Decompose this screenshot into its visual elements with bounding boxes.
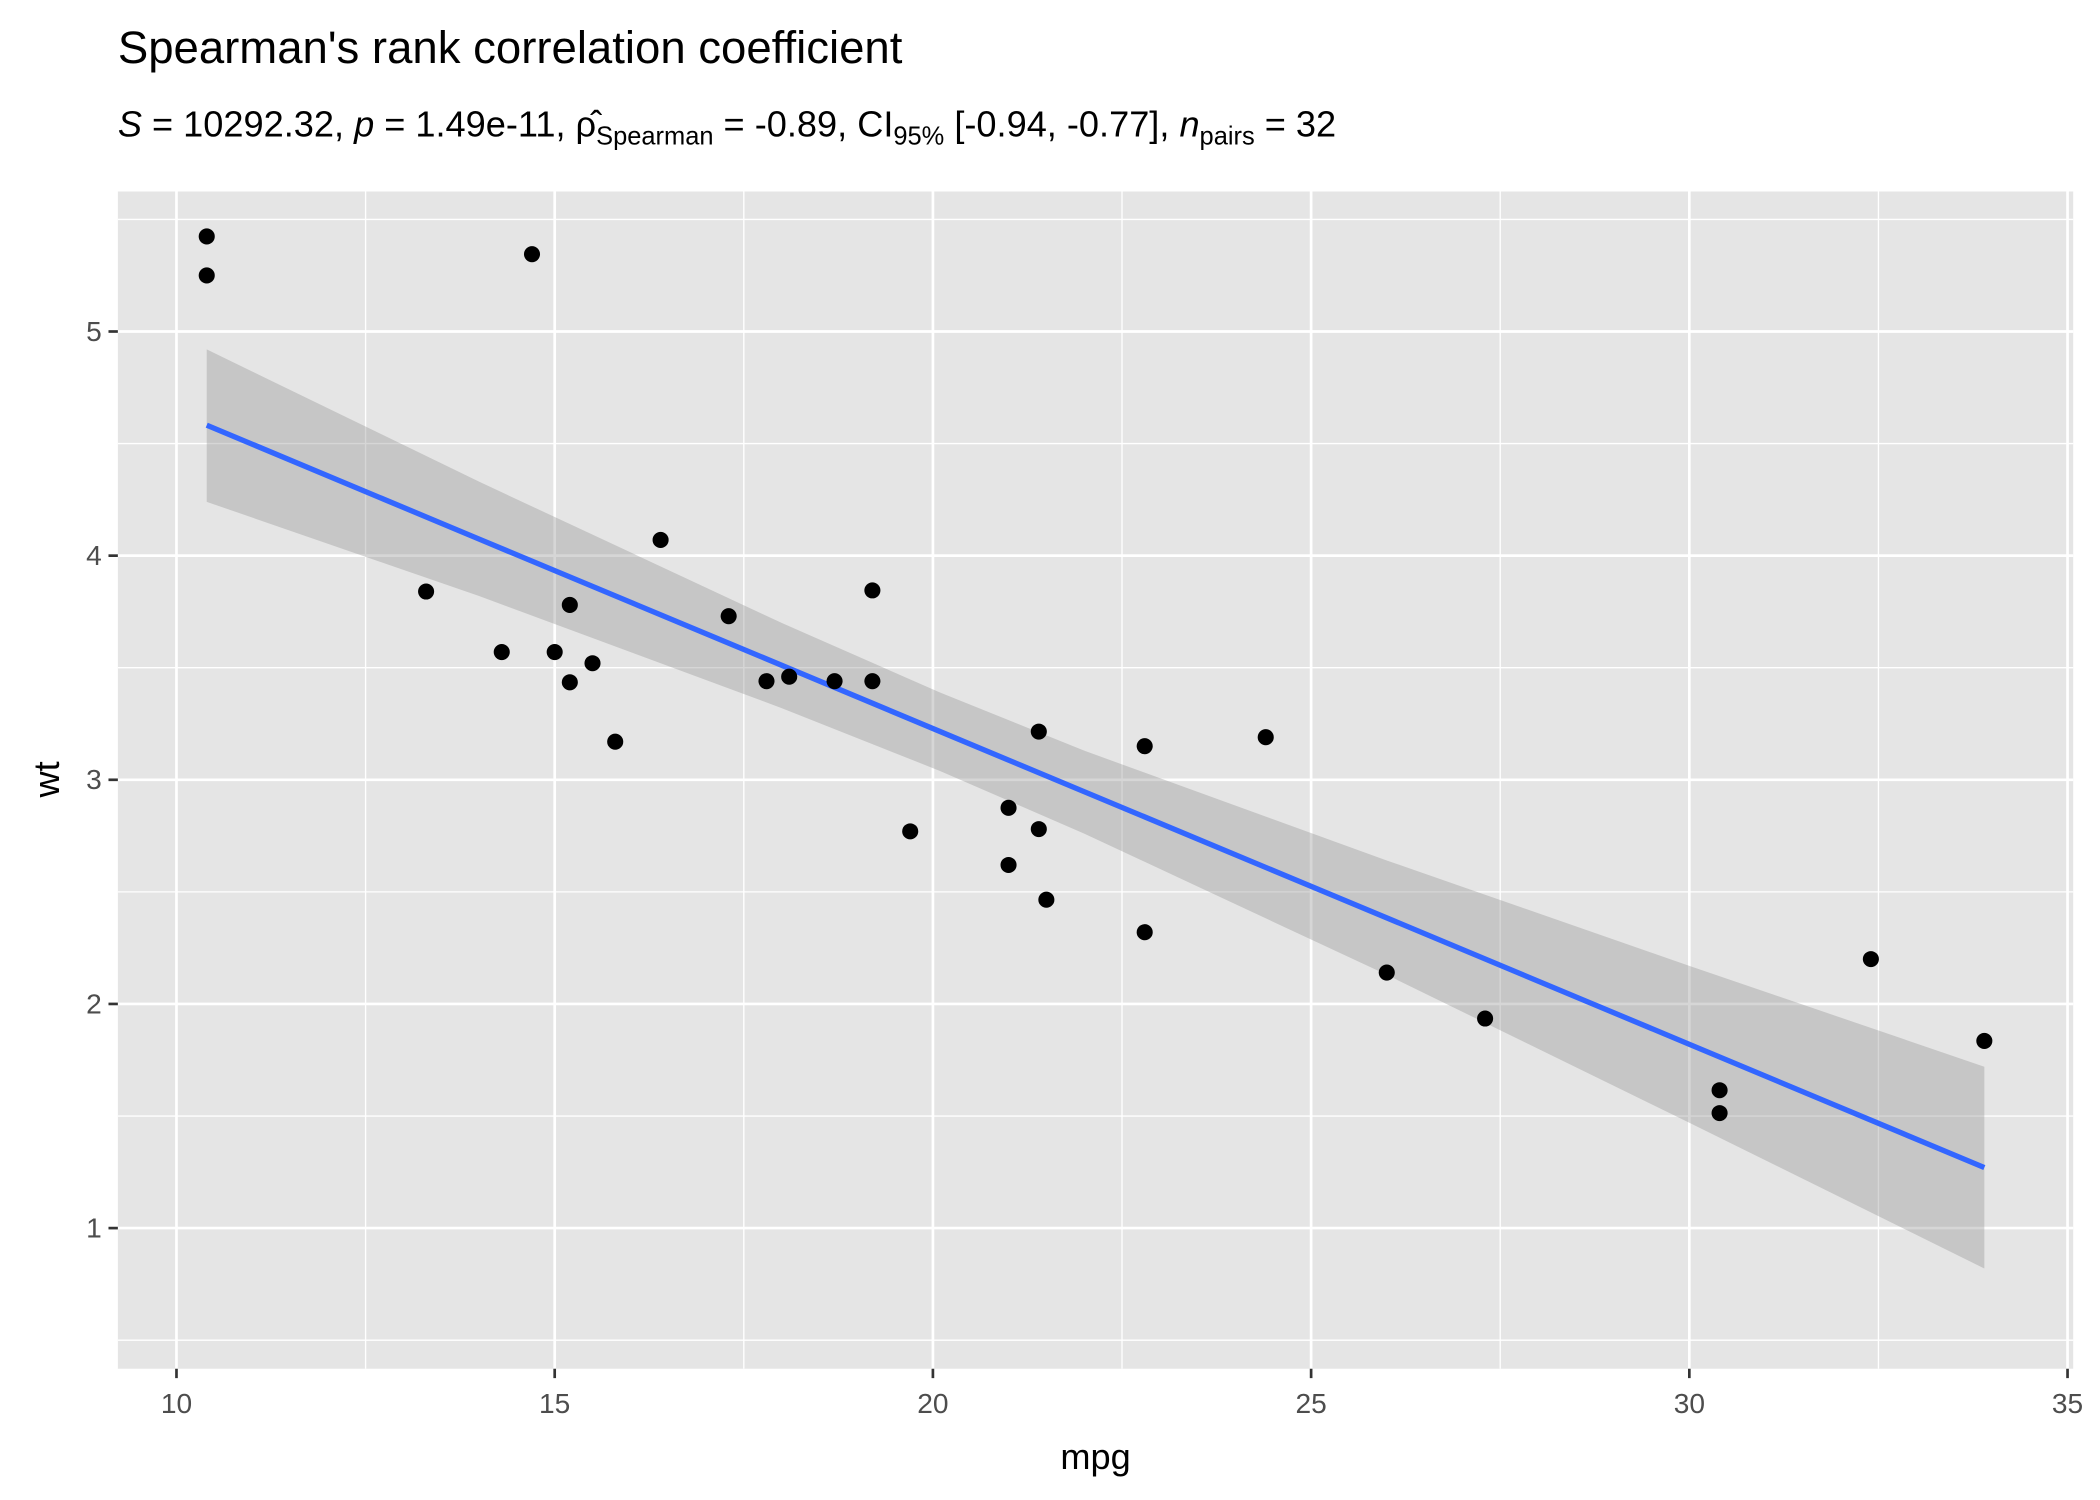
y-tick-label: 2 xyxy=(86,988,102,1019)
y-tick-label: 1 xyxy=(86,1212,102,1243)
data-point xyxy=(1711,1105,1728,1122)
data-point xyxy=(1030,723,1047,740)
subtitle-ci-value: [-0.94, -0.77], xyxy=(944,104,1179,145)
regression-line-group xyxy=(205,422,1986,1171)
subtitle-s-label: S xyxy=(118,104,142,145)
data-point xyxy=(1038,891,1055,908)
points-group xyxy=(198,228,1993,1122)
subtitle-rho-value: = -0.89, CI xyxy=(714,104,894,145)
data-point xyxy=(758,673,775,690)
subtitle-n-value: = 32 xyxy=(1255,104,1336,145)
data-point xyxy=(1477,1010,1494,1027)
y-tick-label: 4 xyxy=(86,540,102,571)
grid-lines xyxy=(117,191,2074,1369)
y-axis-ticks: 1 2 3 4 5 xyxy=(86,316,118,1243)
data-point xyxy=(1030,821,1047,838)
x-tick-label: 20 xyxy=(917,1388,948,1419)
chart-title: Spearman's rank correlation coefficient xyxy=(118,22,903,73)
data-point xyxy=(1000,856,1017,874)
data-point xyxy=(198,267,215,284)
data-point xyxy=(523,246,541,263)
data-point xyxy=(1711,1082,1728,1099)
data-point xyxy=(1000,799,1017,816)
x-tick-label: 25 xyxy=(1295,1388,1326,1419)
data-point xyxy=(826,673,843,690)
data-point xyxy=(1378,964,1395,981)
data-point xyxy=(561,596,578,613)
subtitle-ci-sub: 95% xyxy=(893,123,944,151)
regression-line xyxy=(205,422,1986,1171)
x-tick-label: 10 xyxy=(161,1388,192,1419)
data-point xyxy=(418,583,435,600)
data-point xyxy=(864,582,881,599)
subtitle-s-value: = 10292.32, xyxy=(142,104,354,145)
x-tick-label: 30 xyxy=(1674,1388,1705,1419)
x-axis-ticks: 10 15 20 25 30 35 xyxy=(161,1368,2083,1419)
data-point xyxy=(561,674,578,691)
subtitle-p-label: p xyxy=(353,104,374,145)
data-point xyxy=(720,608,737,625)
data-point xyxy=(584,655,601,672)
data-point xyxy=(198,228,215,245)
data-point xyxy=(1862,951,1879,968)
subtitle-p-value: = 1.49e-11, xyxy=(374,104,575,145)
data-point xyxy=(493,643,510,661)
subtitle-rho-sub: Spearman xyxy=(596,123,713,151)
data-point xyxy=(607,733,624,750)
data-point xyxy=(1136,738,1153,755)
x-tick-label: 15 xyxy=(539,1388,570,1419)
data-point xyxy=(1136,924,1153,941)
y-tick-label: 5 xyxy=(86,316,102,347)
confidence-band-area xyxy=(206,349,1985,1269)
chart-subtitle: S = 10292.32, p = 1.49e-11, ρ̂Spearman =… xyxy=(118,104,1336,151)
y-axis-label: wt xyxy=(26,761,67,798)
subtitle-n-label: n xyxy=(1179,104,1199,145)
data-point xyxy=(546,643,563,661)
confidence-band xyxy=(206,349,1985,1269)
x-axis-label: mpg xyxy=(1060,1436,1130,1477)
data-point xyxy=(1257,729,1274,746)
data-point xyxy=(902,823,919,840)
data-point xyxy=(864,673,881,690)
subtitle-n-sub: pairs xyxy=(1200,123,1255,151)
data-point xyxy=(652,531,669,548)
data-point xyxy=(1976,1032,1993,1049)
y-tick-label: 3 xyxy=(86,764,102,795)
data-point xyxy=(781,668,798,685)
x-tick-label: 35 xyxy=(2052,1388,2083,1419)
